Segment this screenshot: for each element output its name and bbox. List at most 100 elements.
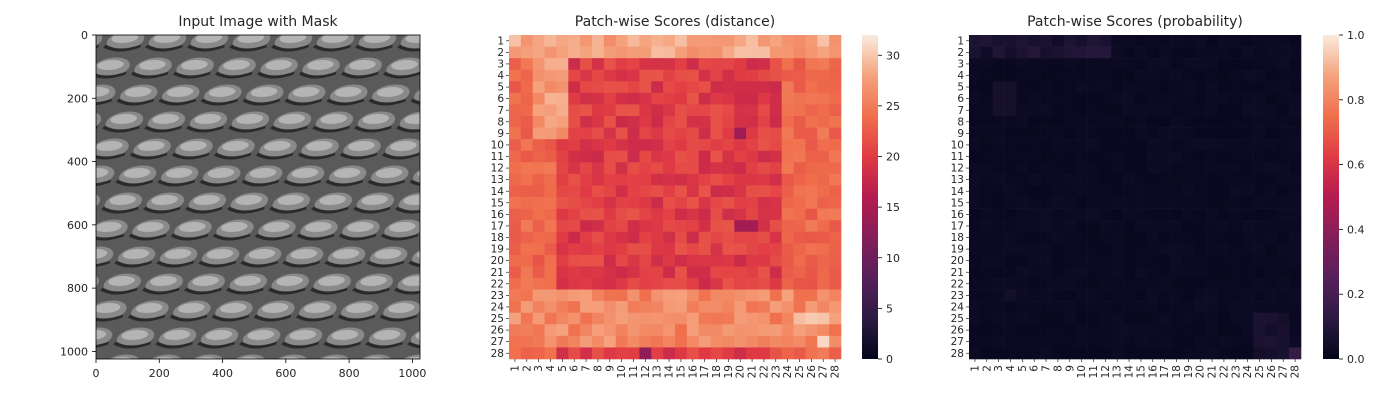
heatmap-cell xyxy=(1040,139,1053,152)
heatmap-cell xyxy=(1241,150,1254,163)
heatmap-cell xyxy=(1170,278,1183,290)
heatmap-cell xyxy=(568,139,581,152)
heatmap-cell xyxy=(1265,173,1278,186)
heatmap-cell xyxy=(793,231,806,244)
heatmap-cell xyxy=(651,220,664,233)
heatmap-cell xyxy=(627,254,640,267)
heatmap-cell xyxy=(509,335,522,348)
heatmap-cell xyxy=(1194,139,1207,152)
heatmap-cell xyxy=(1028,335,1041,348)
y-tick-label: 19 xyxy=(491,244,504,256)
colorbar-tick-label: 0.6 xyxy=(1347,159,1365,172)
heatmap-cell xyxy=(1040,35,1053,47)
heatmap-cell xyxy=(1016,231,1029,244)
heatmap-cell xyxy=(1265,104,1278,117)
heatmap-cell xyxy=(1063,35,1077,47)
heatmap-cell xyxy=(532,220,545,233)
heatmap-cell xyxy=(1075,92,1088,105)
heatmap-cell xyxy=(1087,162,1100,175)
probability-heatmap-ticks: 1122334455667788991010111112121313141415… xyxy=(951,35,1302,378)
heatmap-cell xyxy=(556,220,569,233)
heatmap-cell xyxy=(1052,335,1065,348)
heatmap-cell xyxy=(793,312,806,325)
heatmap-cell xyxy=(1158,231,1171,244)
heatmap-cell xyxy=(568,312,581,325)
heatmap-cell xyxy=(1004,301,1017,314)
heatmap-cell xyxy=(969,81,982,94)
heatmap-cell xyxy=(980,289,994,302)
heatmap-cell xyxy=(627,347,640,360)
heatmap-cell xyxy=(1253,150,1266,163)
heatmap-cell xyxy=(1170,289,1183,302)
heatmap-cell xyxy=(1158,254,1171,267)
heatmap-cell xyxy=(805,139,818,152)
heatmap-cell xyxy=(758,127,771,140)
heatmap-cell xyxy=(1123,127,1136,140)
heatmap-cell xyxy=(829,324,842,337)
heatmap-cell xyxy=(1194,104,1207,117)
heatmap-cell xyxy=(1218,173,1231,186)
heatmap-cell xyxy=(1229,266,1243,279)
heatmap-cell xyxy=(1075,266,1088,279)
heatmap-cell xyxy=(1123,104,1136,117)
heatmap-cell xyxy=(769,335,783,348)
heatmap-cell xyxy=(1004,185,1017,198)
x-tick-label: 17 xyxy=(1159,365,1171,378)
heatmap-cell xyxy=(698,46,711,59)
heatmap-cell xyxy=(1028,46,1041,59)
heatmap-cell xyxy=(769,312,783,325)
heatmap-cell xyxy=(829,335,842,348)
heatmap-cell xyxy=(1265,150,1278,163)
heatmap-cell xyxy=(1218,185,1231,198)
heatmap-cell xyxy=(1253,35,1266,47)
heatmap-cell xyxy=(1028,197,1041,209)
heatmap-cell xyxy=(520,243,534,256)
x-tick-label: 20 xyxy=(735,365,747,378)
heatmap-cell xyxy=(580,116,593,128)
heatmap-cell xyxy=(1229,243,1243,256)
heatmap-cell xyxy=(627,301,640,314)
heatmap-cell xyxy=(969,197,982,209)
y-tick-label: 26 xyxy=(491,325,505,337)
heatmap-cell xyxy=(746,220,759,233)
heatmap-cell xyxy=(758,116,771,128)
heatmap-cell xyxy=(1182,220,1195,233)
heatmap-cell xyxy=(627,116,640,128)
heatmap-cell xyxy=(793,173,806,186)
heatmap-cell xyxy=(639,173,652,186)
heatmap-cell xyxy=(1158,150,1171,163)
heatmap-cell xyxy=(663,335,676,348)
heatmap-cell xyxy=(1253,254,1266,267)
heatmap-cell xyxy=(1052,231,1065,244)
y-tick-label: 600 xyxy=(67,219,88,232)
heatmap-cell xyxy=(1218,104,1231,117)
heatmap-cell xyxy=(793,58,806,71)
heatmap-cell xyxy=(781,254,794,267)
heatmap-cell xyxy=(1099,69,1112,82)
heatmap-cell xyxy=(639,92,652,105)
heatmap-cell xyxy=(793,254,806,267)
heatmap-cell xyxy=(710,58,723,71)
heatmap-cell xyxy=(603,231,617,244)
heatmap-cell xyxy=(992,208,1005,221)
heatmap-cell xyxy=(663,46,676,59)
y-tick-label: 20 xyxy=(491,255,504,267)
heatmap-cell xyxy=(1158,266,1171,279)
heatmap-cell xyxy=(969,231,982,244)
heatmap-cell xyxy=(698,278,711,290)
x-tick-label: 4 xyxy=(545,365,557,372)
heatmap-cell xyxy=(980,335,994,348)
x-tick-label: 2 xyxy=(981,365,993,372)
heatmap-cell xyxy=(651,289,664,302)
x-tick-label: 22 xyxy=(1218,365,1230,378)
heatmap-cell xyxy=(686,347,700,360)
heatmap-cell xyxy=(1218,243,1231,256)
heatmap-cell xyxy=(651,266,664,279)
heatmap-cell xyxy=(817,220,830,233)
heatmap-cell xyxy=(1194,254,1207,267)
heatmap-cell xyxy=(817,301,830,314)
heatmap-cell xyxy=(746,254,759,267)
heatmap-cell xyxy=(675,162,688,175)
heatmap-cell xyxy=(532,150,545,163)
